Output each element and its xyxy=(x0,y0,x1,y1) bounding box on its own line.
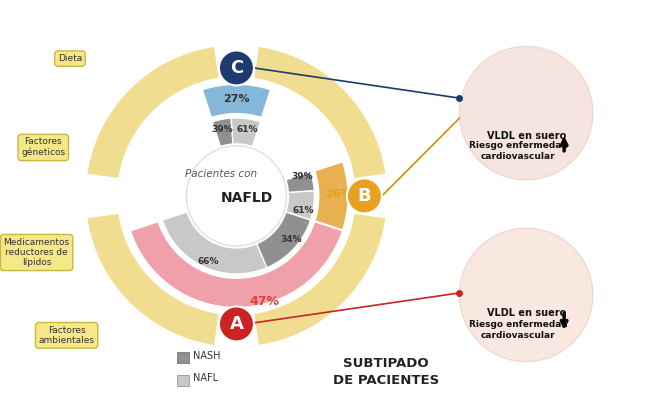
Wedge shape xyxy=(86,45,220,179)
Text: 47%: 47% xyxy=(249,295,279,308)
Text: 39%: 39% xyxy=(212,125,233,134)
Text: 26%: 26% xyxy=(325,189,352,199)
Circle shape xyxy=(219,50,254,85)
Text: VLDL en suero: VLDL en suero xyxy=(487,308,565,318)
Circle shape xyxy=(186,146,286,246)
Wedge shape xyxy=(314,161,348,231)
Wedge shape xyxy=(253,45,387,179)
Text: VLDL en suero: VLDL en suero xyxy=(487,130,565,141)
Circle shape xyxy=(219,307,254,341)
Text: 66%: 66% xyxy=(198,257,219,266)
Text: A: A xyxy=(230,315,243,333)
Text: 27%: 27% xyxy=(223,94,250,104)
Text: Pacientes con: Pacientes con xyxy=(185,169,258,179)
Text: 39%: 39% xyxy=(291,172,313,181)
Text: 61%: 61% xyxy=(292,206,314,215)
Text: NASH: NASH xyxy=(192,351,220,361)
Circle shape xyxy=(347,179,382,213)
Text: NAFLD: NAFLD xyxy=(220,191,272,205)
Circle shape xyxy=(460,46,593,180)
Wedge shape xyxy=(231,118,260,147)
Wedge shape xyxy=(253,213,387,347)
Wedge shape xyxy=(202,84,271,118)
Circle shape xyxy=(460,228,593,362)
Text: Riesgo enfermedad
cardiovascular: Riesgo enfermedad cardiovascular xyxy=(469,141,567,161)
Wedge shape xyxy=(286,172,314,192)
Wedge shape xyxy=(257,212,310,268)
Wedge shape xyxy=(86,213,220,347)
Text: C: C xyxy=(230,59,243,77)
Text: SUBTIPADO
DE PACIENTES: SUBTIPADO DE PACIENTES xyxy=(333,357,440,387)
Text: Factores
géneticos: Factores géneticos xyxy=(21,137,65,158)
Text: 61%: 61% xyxy=(237,125,258,135)
Wedge shape xyxy=(212,118,233,147)
Wedge shape xyxy=(163,212,267,274)
Text: Dieta: Dieta xyxy=(58,54,82,63)
Bar xyxy=(177,351,189,363)
Wedge shape xyxy=(286,191,314,220)
Text: Riesgo enfermedad
cardiovascular: Riesgo enfermedad cardiovascular xyxy=(469,320,567,340)
Text: 34%: 34% xyxy=(280,235,302,244)
Text: B: B xyxy=(358,187,371,205)
Text: Medicamentos
reductores de
lípidos: Medicamentos reductores de lípidos xyxy=(3,238,70,267)
Text: NAFL: NAFL xyxy=(192,372,218,383)
Wedge shape xyxy=(130,221,343,308)
Bar xyxy=(177,375,189,385)
Text: Factores
ambientales: Factores ambientales xyxy=(39,326,95,345)
